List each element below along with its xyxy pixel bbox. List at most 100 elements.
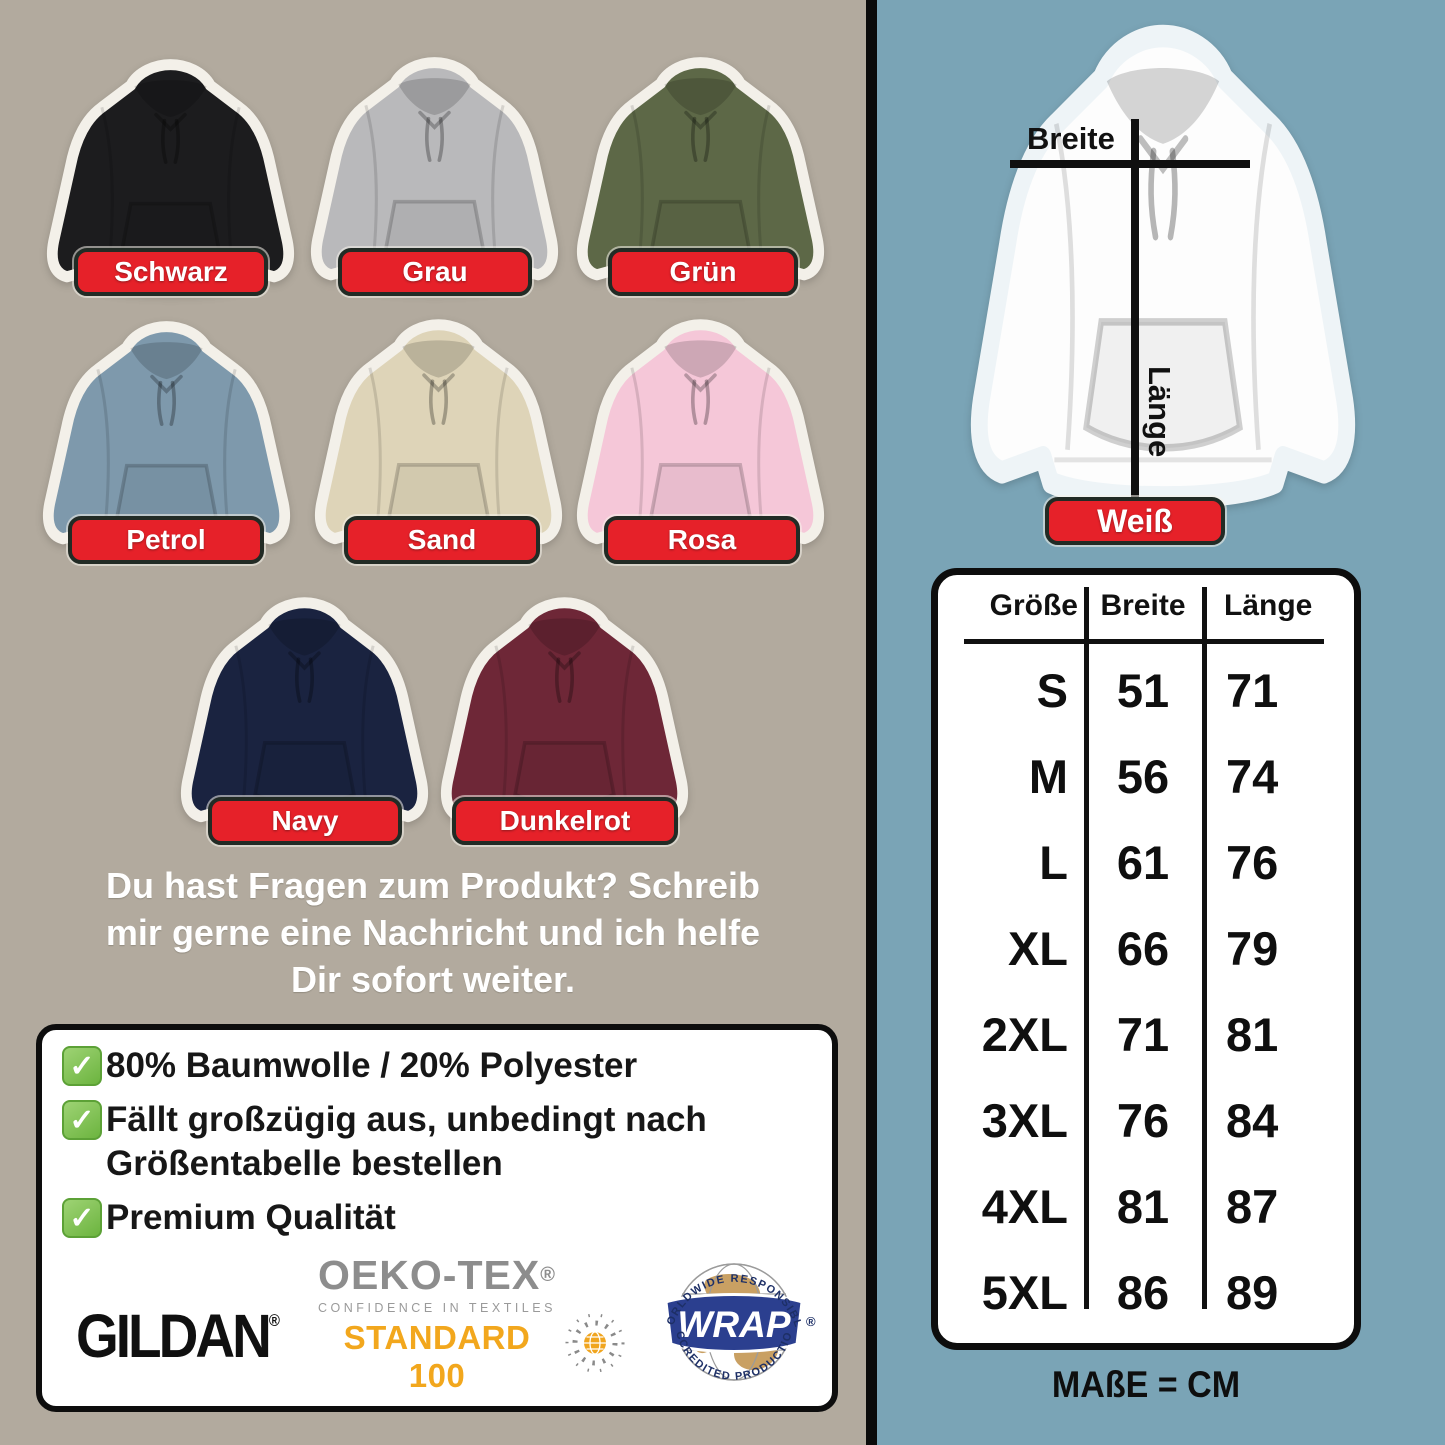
table-header-underline bbox=[964, 639, 1324, 644]
size-cell: 4XL bbox=[981, 1179, 1068, 1233]
table-row: 5XL 86 89 bbox=[938, 1249, 1354, 1335]
question-line-3: Dir sofort weiter. bbox=[290, 959, 576, 1000]
feature-text-fit: Fällt großzügig aus, unbedingt nach Größ… bbox=[102, 1098, 707, 1186]
header-breite: Breite bbox=[1100, 589, 1186, 622]
gildan-wordmark: GILDAN bbox=[76, 1301, 272, 1371]
color-label-text: Sand bbox=[407, 524, 477, 555]
width-cell: 76 bbox=[1116, 1093, 1170, 1147]
width-cell: 81 bbox=[1116, 1179, 1170, 1233]
measurement-unit-note: MAßE = CM bbox=[1051, 1364, 1241, 1405]
wrap-logo: WRAP WORLDWIDE RESPONSIBLE ACCREDITED PR… bbox=[648, 1240, 816, 1383]
certification-logos: GILDAN® OEKO-TEX® CONFIDENCE IN TEXTILES… bbox=[62, 1240, 816, 1396]
size-cell: 2XL bbox=[981, 1007, 1068, 1061]
size-cell: XL bbox=[1007, 921, 1068, 975]
size-cell: 5XL bbox=[981, 1265, 1068, 1319]
color-label-gruen: Grün bbox=[608, 248, 798, 296]
width-cell: 61 bbox=[1116, 835, 1170, 889]
color-label-text: Petrol bbox=[126, 524, 206, 555]
color-label-text: Grau bbox=[402, 256, 468, 287]
color-label-weiss: Weiß bbox=[1045, 497, 1225, 545]
feature-item-quality: ✓ Premium Qualität bbox=[62, 1196, 816, 1240]
width-cell: 71 bbox=[1116, 1007, 1170, 1061]
table-row: XL 66 79 bbox=[938, 905, 1354, 991]
table-column-divider bbox=[1084, 587, 1089, 1309]
oeko-tex-flower-icon bbox=[565, 1313, 625, 1373]
check-glyph: ✓ bbox=[69, 1103, 95, 1137]
color-label-text: Dunkelrot bbox=[499, 805, 631, 836]
features-box: ✓ 80% Baumwolle / 20% Polyester ✓ Fällt … bbox=[36, 1024, 838, 1412]
length-cell: 84 bbox=[1226, 1093, 1279, 1147]
oeko-tex-logo: OEKO-TEX® CONFIDENCE IN TEXTILES STANDAR… bbox=[314, 1252, 560, 1395]
oeko-tex-wordmark: OEKO-TEX® bbox=[314, 1252, 560, 1299]
color-label-text: Schwarz bbox=[114, 256, 228, 287]
length-cell: 74 bbox=[1226, 749, 1279, 803]
size-cell: M bbox=[1028, 749, 1068, 803]
color-label-dunkelrot: Dunkelrot bbox=[452, 797, 678, 845]
length-measure-label: Länge bbox=[1142, 366, 1177, 458]
question-line-1: Du hast Fragen zum Produkt? Schreib bbox=[105, 865, 761, 906]
width-cell: 86 bbox=[1116, 1265, 1170, 1319]
checkmark-icon: ✓ bbox=[62, 1198, 102, 1238]
wrap-wordmark: WRAP bbox=[677, 1304, 790, 1345]
table-body: S 51 71 M 56 74 L 61 76 XL 66 79 2XL 71 81 3XL 76 84… bbox=[938, 647, 1354, 1335]
length-cell: 71 bbox=[1226, 663, 1279, 717]
width-cell: 66 bbox=[1116, 921, 1170, 975]
length-cell: 89 bbox=[1226, 1265, 1279, 1319]
table-row: S 51 71 bbox=[938, 647, 1354, 733]
table-row: 4XL 81 87 bbox=[938, 1163, 1354, 1249]
feature-item-fit: ✓ Fällt großzügig aus, unbedingt nach Gr… bbox=[62, 1098, 816, 1186]
registered-mark: ® bbox=[806, 1314, 816, 1329]
length-cell: 76 bbox=[1226, 835, 1279, 889]
table-column-divider bbox=[1202, 587, 1207, 1309]
size-cell: 3XL bbox=[981, 1093, 1068, 1147]
color-label-text: Grün bbox=[669, 256, 737, 287]
panel-divider bbox=[866, 0, 877, 1445]
check-glyph: ✓ bbox=[69, 1201, 95, 1235]
color-label-sand: Sand bbox=[344, 516, 540, 564]
color-options-panel: Schwarz Grau Grün Petrol Sand Rosa Navy … bbox=[0, 57, 866, 1412]
color-label-grau: Grau bbox=[338, 248, 532, 296]
length-cell: 79 bbox=[1226, 921, 1279, 975]
color-label-text: Weiß bbox=[1097, 502, 1173, 539]
width-measure-label: Breite bbox=[1027, 121, 1115, 156]
width-cell: 56 bbox=[1116, 749, 1170, 803]
color-label-text: Navy bbox=[271, 805, 339, 836]
checkmark-icon: ✓ bbox=[62, 1100, 102, 1140]
oeko-tex-text: OEKO-TEX bbox=[318, 1252, 541, 1298]
table-header-row: Größe Breite Länge bbox=[938, 589, 1354, 623]
checkmark-icon: ✓ bbox=[62, 1046, 102, 1086]
header-laenge: Länge bbox=[1224, 589, 1313, 622]
color-label-petrol: Petrol bbox=[68, 516, 264, 564]
size-table: Größe Breite Länge S 51 71 M 56 74 L 61 76 XL 6… bbox=[931, 568, 1361, 1350]
color-label-rosa: Rosa bbox=[604, 516, 800, 564]
registered-mark: ® bbox=[540, 1264, 556, 1286]
feature-text-material: 80% Baumwolle / 20% Polyester bbox=[106, 1046, 638, 1085]
registered-mark: ® bbox=[268, 1311, 280, 1331]
feature-item-material: ✓ 80% Baumwolle / 20% Polyester bbox=[62, 1044, 816, 1088]
width-measure-line bbox=[1010, 160, 1250, 168]
gildan-logo: GILDAN® bbox=[76, 1300, 280, 1372]
question-text: Du hast Fragen zum Produkt? Schreib mir … bbox=[0, 862, 866, 1003]
oeko-tex-standard: STANDARD 100 bbox=[343, 1319, 531, 1394]
size-cell: S bbox=[1036, 663, 1068, 717]
feature-text-quality: Premium Qualität bbox=[106, 1198, 396, 1237]
color-label-schwarz: Schwarz bbox=[74, 248, 268, 296]
oeko-tex-subtitle: CONFIDENCE IN TEXTILES bbox=[318, 1301, 556, 1315]
question-line-2: mir gerne eine Nachricht und ich helfe bbox=[105, 912, 761, 953]
color-label-text: Rosa bbox=[667, 524, 737, 555]
table-row: 2XL 71 81 bbox=[938, 991, 1354, 1077]
length-cell: 87 bbox=[1226, 1179, 1279, 1233]
check-glyph: ✓ bbox=[69, 1049, 95, 1083]
color-label-navy: Navy bbox=[208, 797, 402, 845]
width-cell: 51 bbox=[1116, 663, 1170, 717]
size-cell: L bbox=[1039, 835, 1068, 889]
header-groesse: Größe bbox=[989, 589, 1078, 622]
size-guide-panel: Breite Länge Weiß Größe Breite Länge S 51… bbox=[877, 0, 1445, 1445]
table-row: M 56 74 bbox=[938, 733, 1354, 819]
length-cell: 81 bbox=[1226, 1007, 1279, 1061]
feature-fit-line-2: Größentabelle bestellen bbox=[106, 1144, 503, 1183]
length-measure-line bbox=[1131, 119, 1139, 499]
table-row: 3XL 76 84 bbox=[938, 1077, 1354, 1163]
feature-fit-line-1: Fällt großzügig aus, unbedingt nach bbox=[106, 1100, 707, 1139]
